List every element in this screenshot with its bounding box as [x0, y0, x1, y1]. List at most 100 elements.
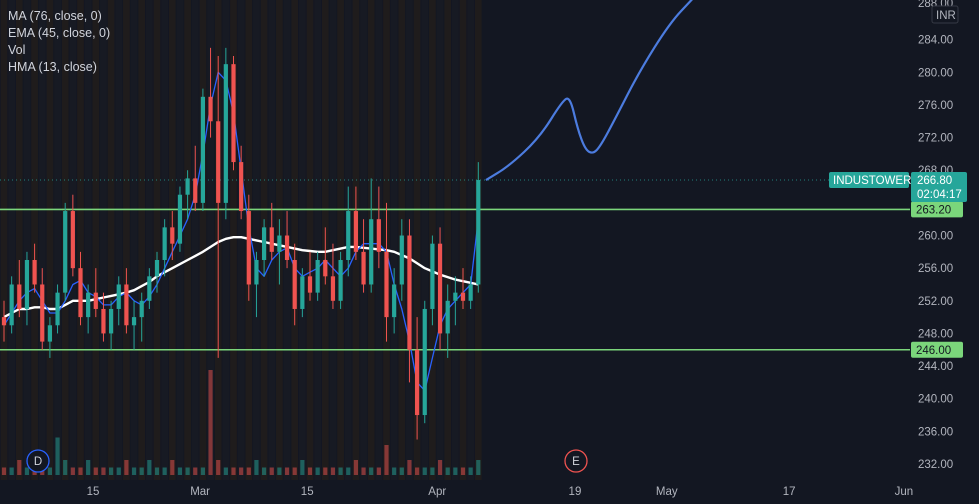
candle[interactable] — [346, 186, 351, 277]
legend-hma[interactable]: HMA (13, close) — [8, 60, 97, 74]
projection-line[interactable] — [485, 0, 693, 181]
time-tick-label: Mar — [190, 486, 210, 498]
candle-body — [284, 235, 290, 260]
candle[interactable] — [124, 268, 129, 334]
candle[interactable] — [63, 202, 68, 301]
candle[interactable] — [116, 276, 121, 326]
candle[interactable] — [422, 300, 427, 424]
candle[interactable] — [24, 251, 30, 326]
candle[interactable] — [231, 56, 236, 171]
candle[interactable] — [262, 219, 267, 277]
legend-ma[interactable]: MA (76, close, 0) — [8, 9, 102, 23]
candle[interactable] — [284, 211, 290, 269]
volume-bar — [460, 467, 466, 475]
candle[interactable] — [300, 268, 305, 318]
candle[interactable] — [55, 284, 60, 334]
volume-bar — [116, 467, 121, 475]
time-tick-label: 17 — [783, 486, 796, 498]
candle[interactable] — [338, 251, 343, 309]
candle[interactable] — [185, 170, 190, 220]
candle[interactable] — [193, 145, 198, 212]
candle[interactable] — [101, 292, 106, 342]
candle[interactable] — [9, 276, 14, 334]
candle[interactable] — [223, 47, 228, 220]
candle[interactable] — [131, 300, 137, 350]
session-stripe — [138, 0, 146, 480]
volume-bar — [9, 467, 14, 475]
candle[interactable] — [254, 251, 259, 318]
candle[interactable] — [216, 56, 221, 358]
candle[interactable] — [292, 243, 297, 326]
volume-bar — [24, 467, 30, 475]
candle[interactable] — [460, 268, 466, 309]
candle[interactable] — [47, 317, 52, 358]
candle[interactable] — [330, 243, 336, 309]
candle-body — [361, 251, 366, 285]
candle-body — [292, 260, 297, 309]
candle[interactable] — [445, 284, 450, 358]
candle[interactable] — [162, 219, 167, 277]
candles[interactable] — [1, 47, 481, 440]
candle[interactable] — [246, 194, 251, 301]
candle[interactable] — [17, 260, 22, 318]
projection-path[interactable] — [485, 0, 693, 181]
candle[interactable] — [307, 251, 313, 301]
legend-vol[interactable]: Vol — [8, 43, 26, 57]
candle-body — [346, 211, 351, 260]
candle-body — [369, 219, 374, 285]
candle[interactable] — [430, 235, 435, 326]
candle[interactable] — [353, 186, 358, 260]
legend-ema[interactable]: EMA (45, close, 0) — [8, 26, 111, 40]
price-axis[interactable]: 232.00 236.00 240.00 244.00 248.00 252.00 256.… — [910, 0, 979, 504]
candle-body — [185, 178, 190, 195]
session-stripe — [207, 0, 214, 480]
candle[interactable] — [32, 243, 37, 293]
candle[interactable] — [70, 194, 75, 277]
candle[interactable] — [453, 276, 458, 326]
time-axis[interactable]: 15 Mar 15 Apr 19 May 17 Jun — [0, 480, 979, 504]
candle-body — [407, 235, 412, 350]
candle[interactable] — [177, 186, 183, 252]
volume-bar — [430, 467, 435, 475]
candle[interactable] — [109, 300, 114, 350]
dividend-marker[interactable] — [26, 449, 50, 473]
candle[interactable] — [93, 268, 98, 318]
candle[interactable] — [468, 276, 473, 309]
candle[interactable] — [369, 178, 374, 293]
candle[interactable] — [78, 251, 83, 326]
candle[interactable] — [170, 211, 175, 260]
candle[interactable] — [40, 268, 45, 350]
candle[interactable] — [139, 292, 144, 342]
candle-body — [162, 227, 167, 260]
candle[interactable] — [399, 219, 404, 301]
candle[interactable] — [315, 251, 320, 301]
candle[interactable] — [376, 186, 381, 269]
candle[interactable] — [239, 145, 244, 220]
candle[interactable] — [415, 317, 420, 440]
earnings-marker-label: E — [572, 456, 580, 468]
candle[interactable] — [384, 202, 389, 342]
candle[interactable] — [154, 251, 160, 293]
hma-line — [3, 235, 479, 319]
candle[interactable] — [208, 47, 213, 138]
candle[interactable] — [437, 227, 443, 350]
candle[interactable] — [200, 88, 205, 212]
candle-body — [476, 180, 481, 285]
price-tick-label: 240.00 — [918, 394, 953, 406]
earnings-marker[interactable] — [564, 449, 588, 473]
candle[interactable] — [86, 284, 91, 334]
candle[interactable] — [392, 268, 397, 334]
volume-bar — [277, 467, 282, 475]
candle[interactable] — [269, 202, 274, 260]
candle[interactable] — [407, 219, 412, 383]
candle[interactable] — [476, 162, 481, 293]
candle[interactable] — [361, 219, 366, 293]
candle[interactable] — [1, 300, 7, 342]
candle[interactable] — [323, 227, 328, 285]
candle[interactable] — [277, 219, 282, 285]
candle[interactable] — [147, 268, 152, 309]
horizontal-levels[interactable] — [0, 179, 910, 351]
